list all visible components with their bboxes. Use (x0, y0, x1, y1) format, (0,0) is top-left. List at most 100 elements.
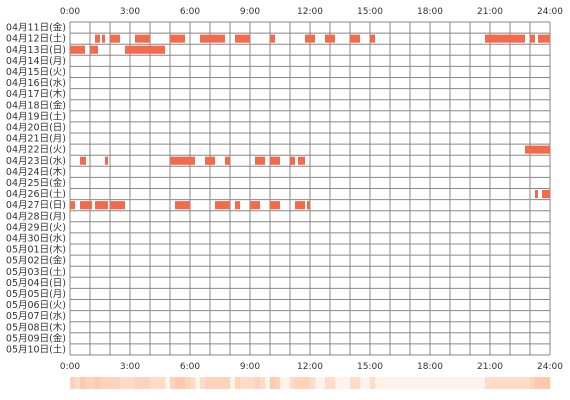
summary-cell (515, 377, 521, 389)
summary-cell (200, 377, 206, 389)
day-label: 04月22日(火) (6, 145, 66, 156)
day-label: 05月07日(水) (6, 310, 66, 322)
summary-cell (135, 377, 141, 389)
time-label-top: 21:00 (477, 7, 503, 17)
summary-cell (75, 377, 81, 389)
time-label-bottom: 21:00 (477, 362, 503, 372)
summary-density-bar (70, 377, 551, 389)
activity-bar (95, 201, 108, 210)
day-label: 04月28日(月) (6, 211, 66, 222)
day-label: 05月05日(月) (6, 289, 66, 300)
time-label-top: 12:00 (297, 7, 323, 17)
summary-cell (110, 377, 116, 389)
summary-cell (175, 377, 181, 389)
day-label: 04月29日(火) (6, 222, 66, 233)
time-label-top: 3:00 (120, 7, 140, 17)
activity-bar (270, 201, 280, 210)
summary-cell (245, 377, 251, 389)
activity-bar (102, 34, 105, 43)
summary-cell (535, 377, 541, 389)
day-label: 04月24日(木) (6, 166, 66, 178)
summary-cell (100, 377, 106, 389)
activity-bar (235, 34, 250, 43)
summary-cell (370, 377, 376, 389)
activity-bar (307, 201, 310, 210)
activity-bar (80, 156, 86, 165)
day-axis-labels: 04月11日(金)04月12日(土)04月13日(日)04月14日(月)04月1… (6, 22, 66, 356)
summary-cell (500, 377, 506, 389)
summary-cell (170, 377, 176, 389)
activity-bar (105, 156, 108, 165)
summary-cell (155, 377, 161, 389)
activity-bar (170, 156, 195, 165)
activity-bar (298, 156, 305, 165)
summary-cell (350, 377, 356, 389)
summary-cell (495, 377, 501, 389)
summary-cell (270, 377, 276, 389)
activity-bar (270, 156, 280, 165)
time-label-top: 15:00 (357, 7, 383, 17)
activity-bar (225, 156, 230, 165)
summary-cell (80, 377, 86, 389)
summary-cell (510, 377, 516, 389)
day-label: 04月20日(日) (6, 123, 66, 134)
summary-cell (235, 377, 241, 389)
day-label: 04月16日(水) (6, 77, 66, 89)
day-label: 05月01日(木) (6, 244, 66, 256)
activity-bar (175, 201, 190, 210)
summary-cell (125, 377, 131, 389)
summary-cell (255, 377, 261, 389)
day-label: 05月06日(火) (6, 300, 66, 311)
activity-bar (538, 34, 550, 43)
summary-cell (325, 377, 331, 389)
summary-cell (540, 377, 546, 389)
summary-cell (310, 377, 316, 389)
activity-bar (290, 156, 295, 165)
summary-cell (95, 377, 101, 389)
day-label: 05月04日(日) (6, 278, 66, 289)
time-label-top: 9:00 (240, 7, 260, 17)
time-label-top: 18:00 (417, 7, 443, 17)
summary-cell (520, 377, 526, 389)
day-label: 04月25日(金) (6, 177, 66, 189)
time-label-bottom: 3:00 (120, 362, 140, 372)
activity-bar (95, 34, 100, 43)
time-label-bottom: 0:00 (60, 362, 80, 372)
activity-bar (215, 201, 230, 210)
activity-bar (235, 201, 240, 210)
day-label: 04月30日(水) (6, 233, 66, 245)
activity-bar (255, 156, 265, 165)
summary-cell (295, 377, 301, 389)
activity-bar (125, 45, 165, 54)
summary-cell (220, 377, 226, 389)
summary-cell (215, 377, 221, 389)
summary-cell (525, 377, 531, 389)
activity-bar (295, 201, 305, 210)
summary-cell (275, 377, 281, 389)
summary-cell (145, 377, 151, 389)
summary-cell (185, 377, 191, 389)
summary-cell (105, 377, 111, 389)
day-label: 04月23日(水) (6, 155, 66, 167)
day-label: 04月15日(火) (6, 67, 66, 78)
summary-cell (190, 377, 196, 389)
day-label: 04月17日(木) (6, 88, 66, 100)
time-label-bottom: 12:00 (297, 362, 323, 372)
summary-cell (240, 377, 246, 389)
summary-cell (330, 377, 336, 389)
summary-cell (545, 377, 551, 389)
summary-cell (210, 377, 216, 389)
day-label: 05月09日(金) (6, 332, 66, 344)
summary-cell (290, 377, 296, 389)
day-label: 04月27日(日) (6, 200, 66, 211)
summary-cell (205, 377, 211, 389)
summary-cell (130, 377, 136, 389)
summary-cell (300, 377, 306, 389)
day-label: 04月14日(月) (6, 56, 66, 67)
summary-cell (150, 377, 156, 389)
activity-bar (250, 201, 260, 210)
activity-bar (530, 34, 535, 43)
summary-cell (260, 377, 266, 389)
activity-bar (70, 45, 85, 54)
activity-bar (370, 34, 375, 43)
